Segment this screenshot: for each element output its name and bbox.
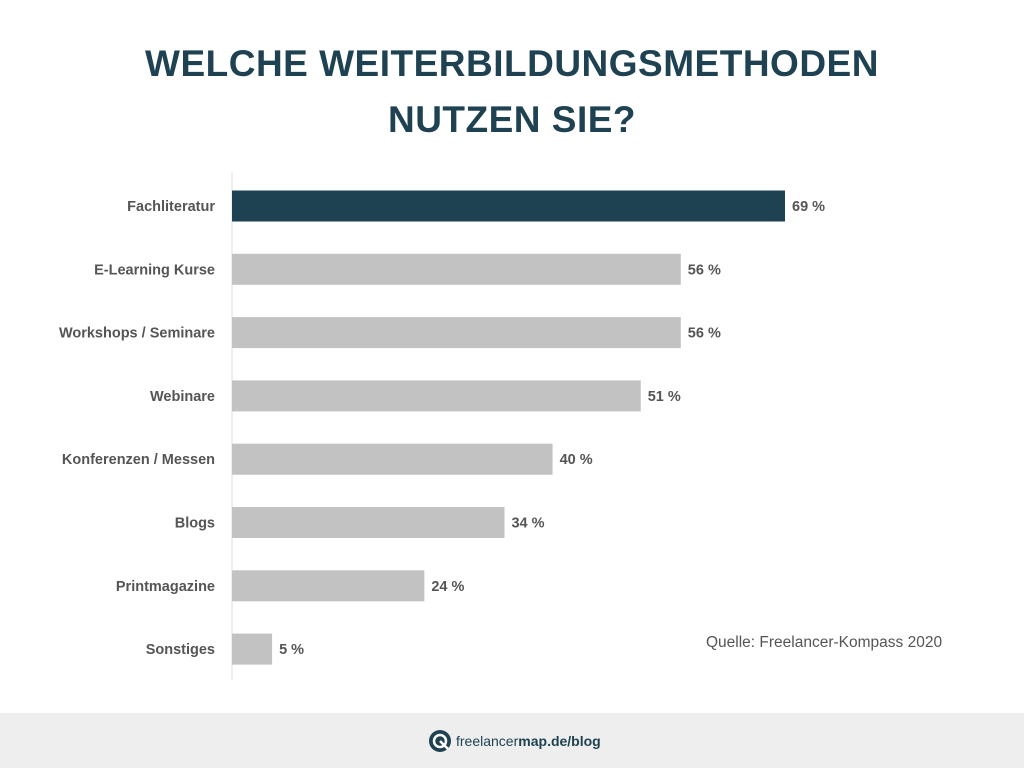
bar-value-label: 24 % <box>431 579 464 595</box>
bar-value-label: 69 % <box>792 199 825 215</box>
bar <box>232 443 553 475</box>
brand-text-bold: map <box>518 733 548 749</box>
brand-logo[interactable]: freelancermap.de/blog <box>428 727 601 755</box>
category-label: Printmagazine <box>116 579 215 595</box>
bar-value-label: 56 % <box>688 326 721 342</box>
bar <box>232 190 785 222</box>
category-label: Webinare <box>150 389 215 405</box>
chart-title-line-1: WELCHE WEITERBILDUNGSMETHODEN <box>145 43 879 84</box>
freelancermap-logo-icon <box>429 730 451 752</box>
category-label: E-Learning Kurse <box>94 262 215 278</box>
bar-value-label: 51 % <box>648 389 681 405</box>
bar-value-label: 5 % <box>279 642 304 658</box>
bar <box>232 317 681 349</box>
bar-value-label: 40 % <box>560 452 593 468</box>
chart-title-line-2: NUTZEN SIE? <box>387 99 637 140</box>
brand-text-light: freelancer <box>456 733 519 749</box>
category-label: Blogs <box>175 516 215 532</box>
category-label: Sonstiges <box>146 642 215 658</box>
bar-chart: Fachliteratur 69 % E-Learning Kurse 56 % Wor… <box>59 172 825 680</box>
brand-text-suffix: .de/blog <box>547 733 601 749</box>
bar <box>232 253 681 285</box>
bar-value-label: 56 % <box>688 262 721 278</box>
bar <box>232 633 273 665</box>
bar-value-label: 34 % <box>511 516 544 532</box>
category-label: Workshops / Seminare <box>59 326 215 342</box>
footer-bar: freelancermap.de/blog <box>0 713 1024 768</box>
category-label: Konferenzen / Messen <box>62 452 215 468</box>
bar <box>232 380 641 412</box>
bar <box>232 570 425 602</box>
brand-text: freelancermap.de/blog <box>456 733 601 749</box>
category-label: Fachliteratur <box>127 199 215 215</box>
bar <box>232 507 505 538</box>
chart-title: WELCHE WEITERBILDUNGSMETHODEN NUTZEN SIE… <box>0 36 1024 148</box>
source-note: Quelle: Freelancer-Kompass 2020 <box>706 634 943 651</box>
bars-group: Fachliteratur 69 % E-Learning Kurse 56 % Wor… <box>59 190 825 665</box>
